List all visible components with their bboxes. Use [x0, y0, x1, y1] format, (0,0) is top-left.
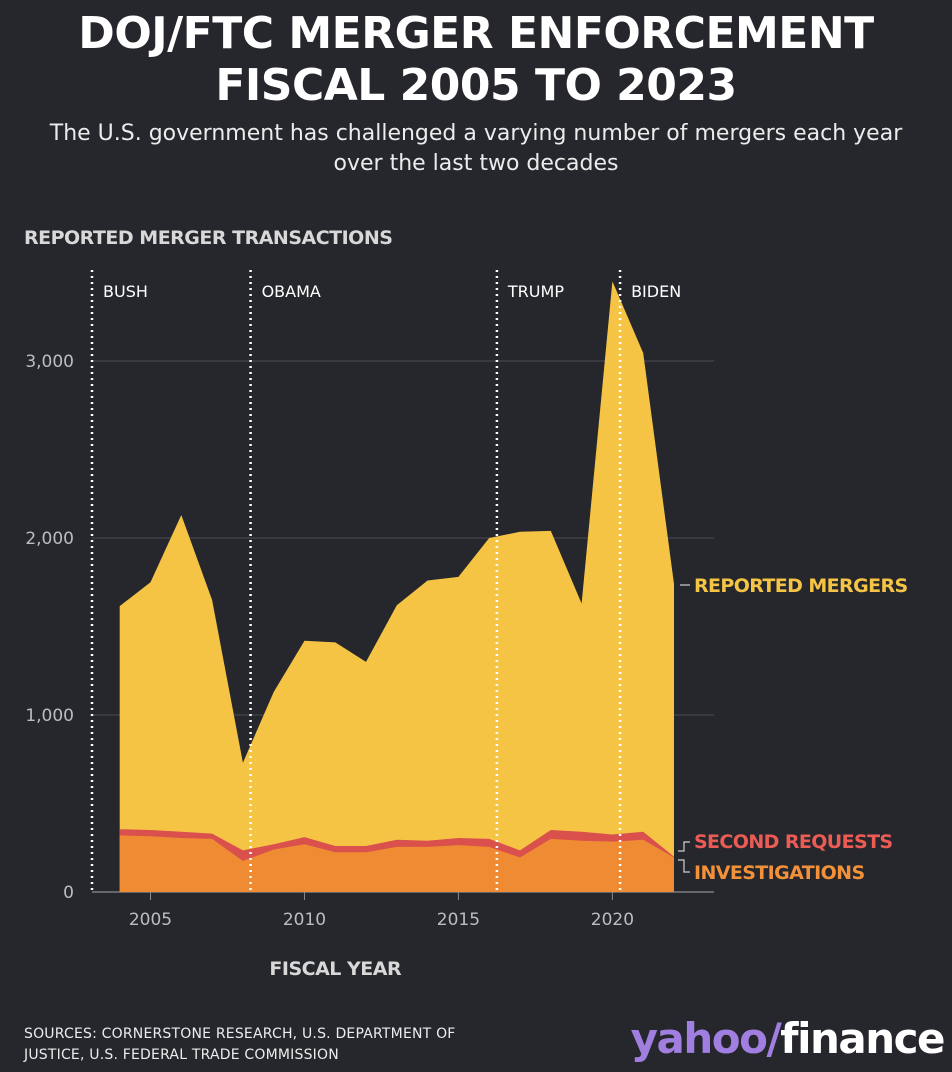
- title-line-1: DOJ/FTC MERGER ENFORCEMENT: [78, 8, 874, 59]
- point-investigations-2013: [395, 845, 399, 849]
- sources-line-2: JUSTICE, U.S. FEDERAL TRADE COMMISSION: [24, 1047, 339, 1063]
- point-second-requests-2013: [395, 838, 399, 842]
- point-second-requests-2014: [426, 839, 430, 843]
- y-tick-label-2000: 2,000: [25, 529, 74, 549]
- y-tick-label-3000: 3,000: [25, 352, 74, 372]
- point-reported-mergers-2018: [549, 529, 553, 533]
- chart-title: DOJ/FTC MERGER ENFORCEMENT FISCAL 2005 T…: [0, 8, 952, 112]
- administration-label-trump: TRUMP: [507, 282, 564, 301]
- area-investigations: [119, 835, 674, 892]
- leader-second-requests: [677, 841, 690, 852]
- point-investigations-2018: [549, 837, 553, 841]
- title-line-2: FISCAL 2005 TO 2023: [215, 60, 737, 111]
- point-second-requests-2016: [487, 837, 491, 841]
- point-second-requests-2009: [272, 842, 276, 846]
- series-label-second-requests: SECOND REQUESTS: [694, 831, 893, 853]
- logo-slash-text: /: [766, 1014, 781, 1063]
- subtitle-line-1: The U.S. government has challenged a var…: [49, 121, 903, 146]
- point-reported-mergers-2007: [210, 598, 214, 602]
- point-reported-mergers-2020: [610, 279, 614, 283]
- point-second-requests-2004: [118, 827, 122, 831]
- area-reported-mergers: [119, 281, 674, 892]
- y-axis-label: REPORTED MERGER TRANSACTIONS: [24, 227, 392, 249]
- point-investigations-2007: [210, 837, 214, 841]
- sources-line-1: SOURCES: CORNERSTONE RESEARCH, U.S. DEPA…: [24, 1026, 456, 1042]
- point-investigations-2014: [426, 845, 430, 849]
- subtitle-line-2: over the last two decades: [333, 151, 619, 176]
- chart-subtitle: The U.S. government has challenged a var…: [0, 119, 952, 179]
- administration-label-biden: BIDEN: [631, 282, 681, 301]
- point-reported-mergers-2022: [672, 582, 676, 586]
- point-investigations-2019: [580, 839, 584, 843]
- administration-label-obama: OBAMA: [262, 282, 321, 301]
- point-investigations-2012: [364, 850, 368, 854]
- point-second-requests-2020: [610, 833, 614, 837]
- point-reported-mergers-2012: [364, 660, 368, 664]
- point-investigations-2017: [518, 856, 522, 860]
- point-investigations-2005: [149, 834, 153, 838]
- point-investigations-2015: [456, 843, 460, 847]
- point-investigations-2004: [118, 833, 122, 837]
- y-tick-label-0: 0: [63, 883, 74, 903]
- point-reported-mergers-2014: [426, 579, 430, 583]
- point-second-requests-2015: [456, 836, 460, 840]
- logo-finance-text: finance: [780, 1014, 945, 1063]
- y-tick-label-1000: 1,000: [25, 706, 74, 726]
- point-reported-mergers-2010: [303, 639, 307, 643]
- point-reported-mergers-2006: [179, 513, 183, 517]
- merger-area-chart: REPORTED MERGER TRANSACTIONS 0 1,000 2,000 3…: [24, 227, 908, 980]
- point-reported-mergers-2004: [118, 604, 122, 608]
- x-axis-label: FISCAL YEAR: [269, 958, 402, 980]
- point-investigations-2021: [641, 838, 645, 842]
- point-reported-mergers-2008: [241, 761, 245, 765]
- point-second-requests-2012: [364, 844, 368, 848]
- point-second-requests-2021: [641, 830, 645, 834]
- point-investigations-2020: [610, 840, 614, 844]
- point-second-requests-2011: [333, 844, 337, 848]
- leader-investigations: [677, 859, 690, 873]
- yahoo-finance-logo: yahoo / finance: [630, 1014, 946, 1064]
- series-label-investigations: INVESTIGATIONS: [694, 862, 865, 884]
- point-reported-mergers-2015: [456, 575, 460, 579]
- point-second-requests-2007: [210, 832, 214, 836]
- point-second-requests-2019: [580, 830, 584, 834]
- point-investigations-2006: [179, 836, 183, 840]
- point-investigations-2022: [672, 856, 676, 860]
- x-tick-label-2020: 2020: [591, 910, 634, 930]
- logo-yahoo-text: yahoo: [630, 1014, 768, 1063]
- series-label-reported-mergers: REPORTED MERGERS: [694, 575, 908, 597]
- point-reported-mergers-2011: [333, 640, 337, 644]
- x-tick-label-2015: 2015: [437, 910, 480, 930]
- point-reported-mergers-2017: [518, 530, 522, 534]
- sources-note: SOURCES: CORNERSTONE RESEARCH, U.S. DEPA…: [24, 1024, 584, 1066]
- point-reported-mergers-2009: [272, 690, 276, 694]
- point-second-requests-2018: [549, 828, 553, 832]
- point-investigations-2008: [241, 859, 245, 863]
- point-reported-mergers-2013: [395, 603, 399, 607]
- x-tick-label-2005: 2005: [129, 910, 172, 930]
- x-tick-label-2010: 2010: [283, 910, 326, 930]
- point-second-requests-2017: [518, 848, 522, 852]
- point-reported-mergers-2016: [487, 536, 491, 540]
- point-reported-mergers-2005: [149, 580, 153, 584]
- point-investigations-2016: [487, 845, 491, 849]
- administration-label-bush: BUSH: [103, 282, 148, 301]
- point-second-requests-2008: [241, 848, 245, 852]
- point-investigations-2009: [272, 848, 276, 852]
- point-reported-mergers-2019: [580, 602, 584, 606]
- point-second-requests-2005: [149, 828, 153, 832]
- point-investigations-2010: [303, 842, 307, 846]
- point-second-requests-2006: [179, 830, 183, 834]
- point-reported-mergers-2021: [641, 351, 645, 355]
- point-second-requests-2010: [303, 835, 307, 839]
- point-investigations-2011: [333, 850, 337, 854]
